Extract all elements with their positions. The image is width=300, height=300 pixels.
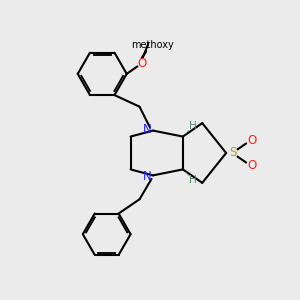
- Text: N: N: [143, 123, 152, 136]
- Text: O: O: [247, 134, 256, 147]
- Text: S: S: [229, 146, 236, 160]
- Text: O: O: [247, 159, 256, 172]
- Text: H: H: [189, 175, 197, 185]
- Text: N: N: [143, 170, 152, 183]
- Text: methoxy: methoxy: [131, 40, 174, 50]
- Text: H: H: [189, 121, 197, 131]
- Text: O: O: [137, 57, 146, 70]
